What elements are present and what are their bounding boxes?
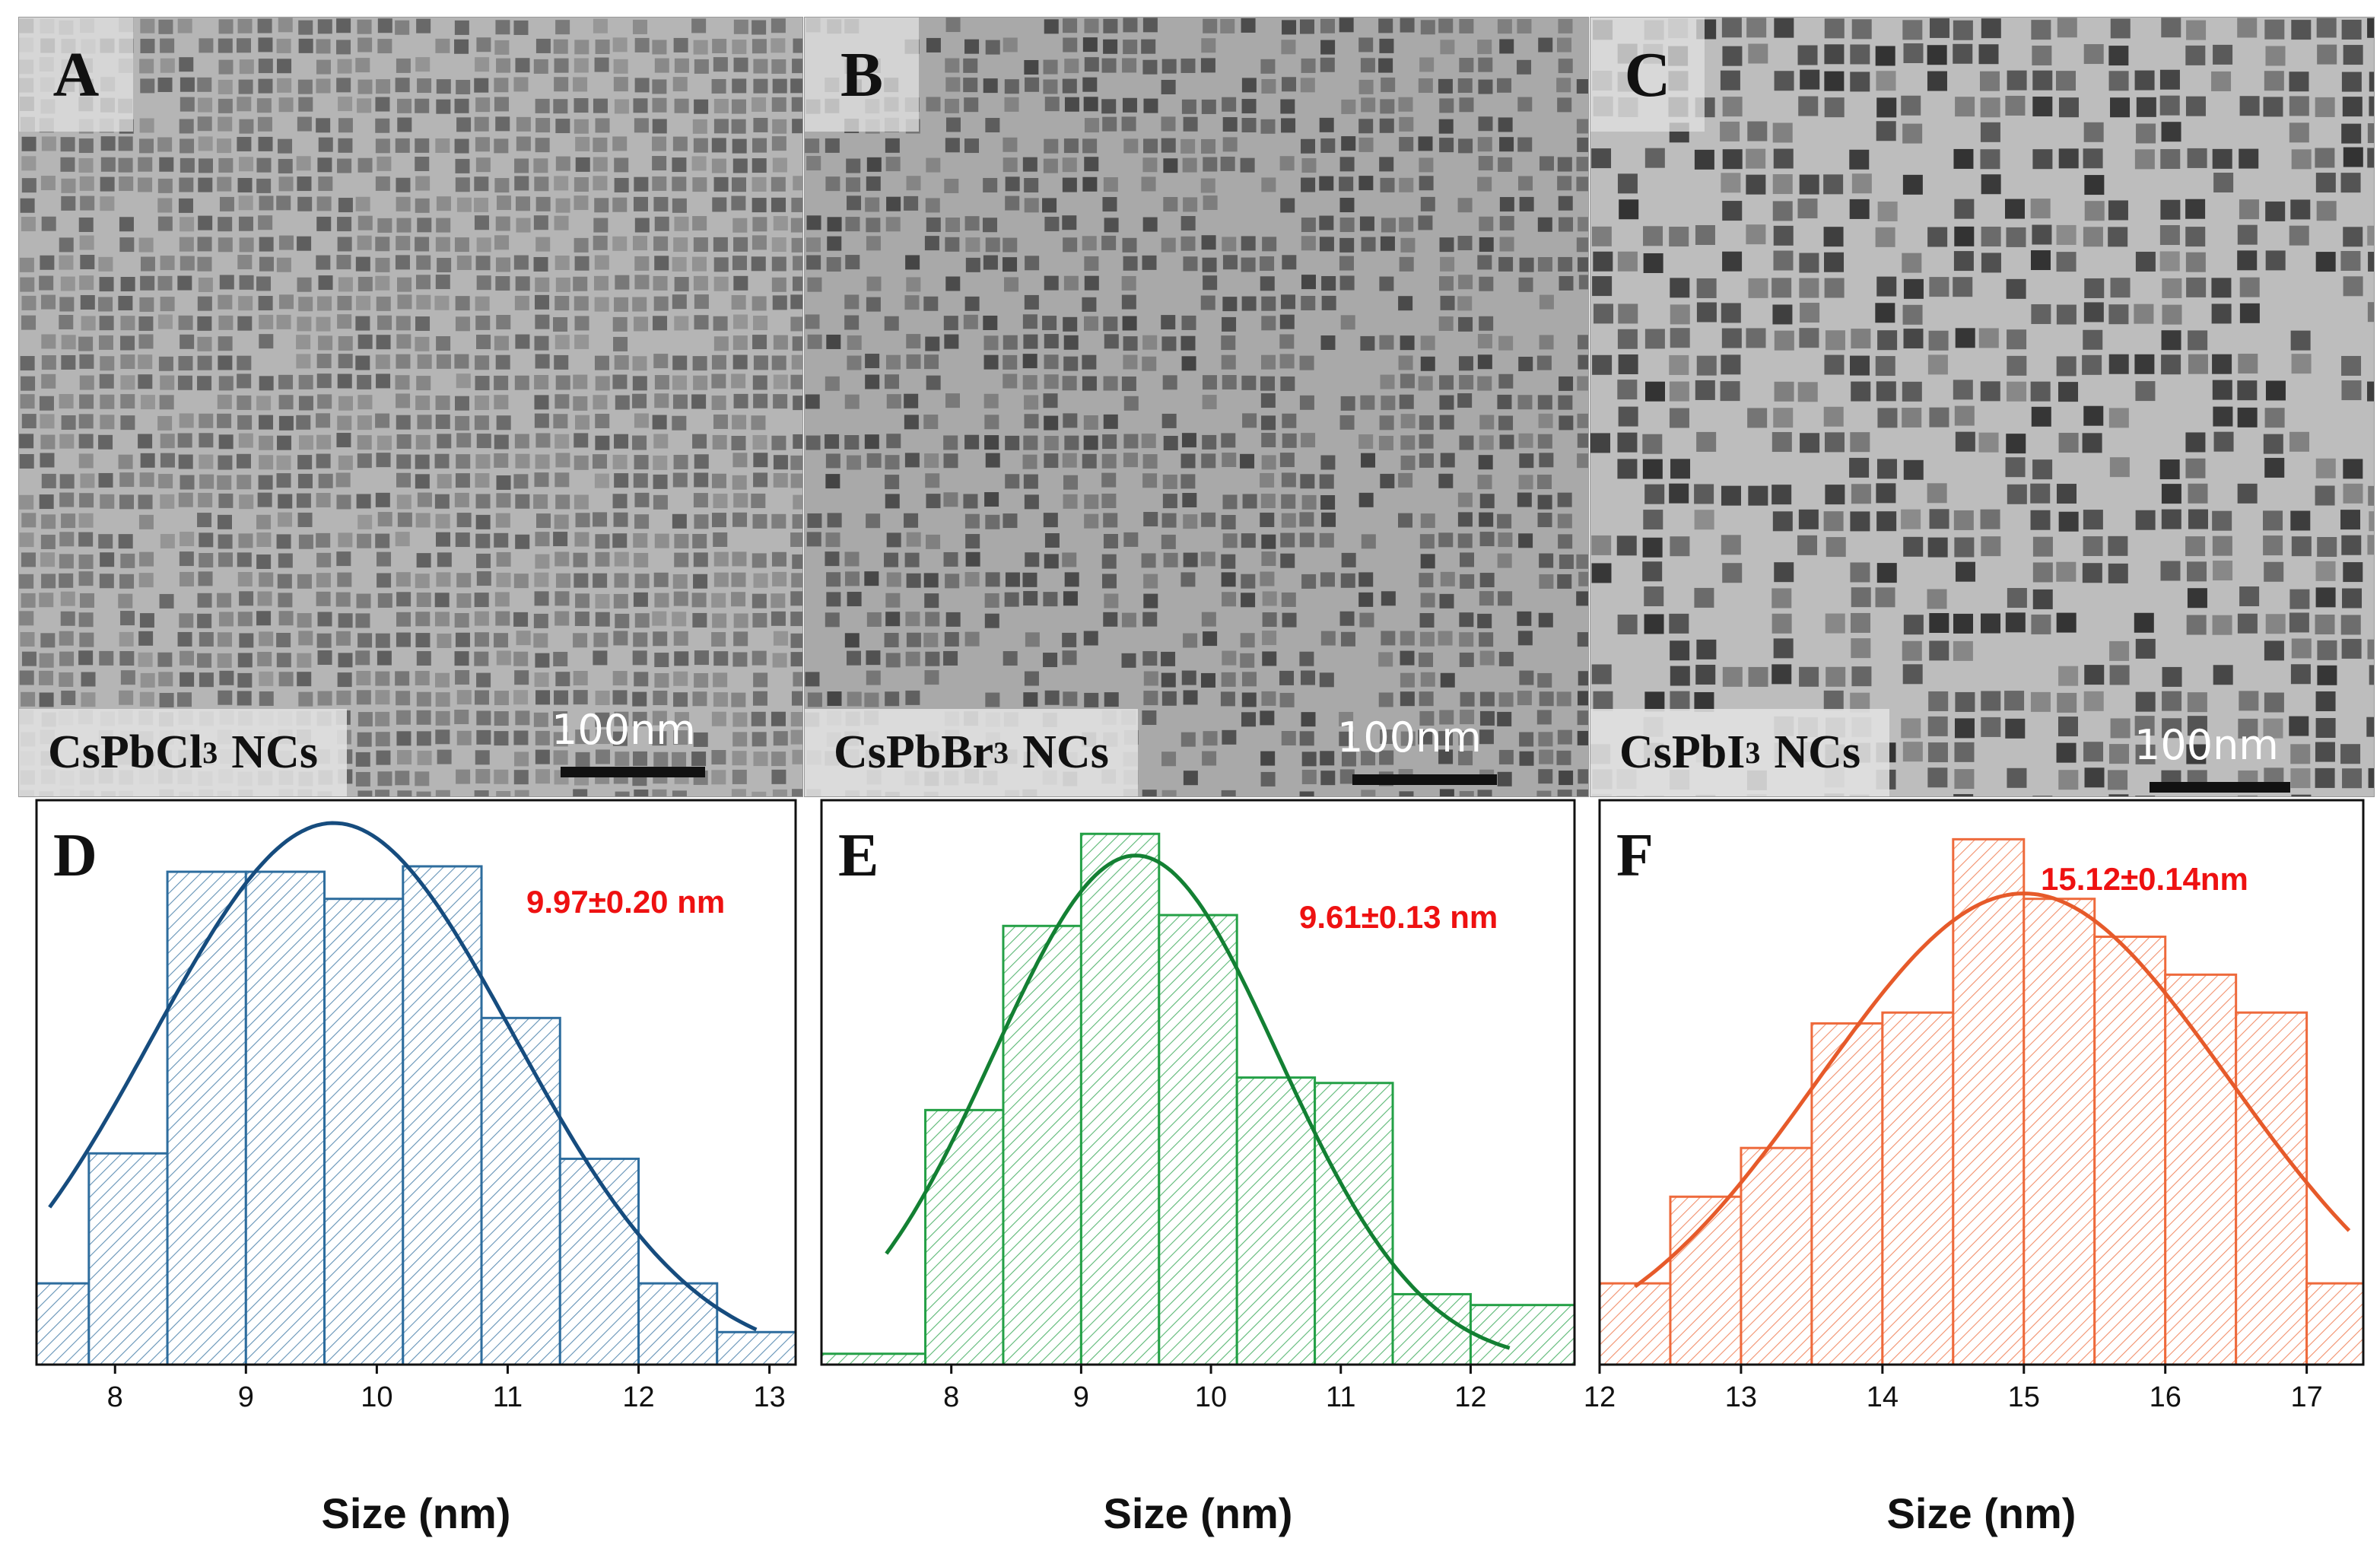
x-tick-label: 17 [2290,1381,2322,1413]
histogram-bar [2164,973,2238,1366]
histogram-bar [35,1282,91,1366]
subscript-a: 3 [202,736,218,770]
histogram-panel-e: 8 9 10 11 12 E 9.61±0.13 nm Size (nm) [820,799,1576,1553]
nanocrystal-texture [19,17,802,796]
x-tick-label: 15 [2008,1381,2040,1413]
histogram-bar [2305,1282,2365,1366]
x-tick-label: 11 [1326,1381,1355,1413]
suffix-a: NCs [231,726,318,778]
histogram-bar [166,870,247,1366]
tem-image-a [19,17,802,796]
nanocrystal-texture [1590,17,2374,796]
scale-bar-a [561,767,705,777]
x-axis-label-f: Size (nm) [1886,1489,2077,1537]
x-axis-label-e: Size (nm) [1103,1489,1293,1537]
tem-image-c [1590,17,2374,796]
x-tick-label: 12 [1454,1381,1486,1413]
histogram-bar [480,1016,561,1366]
scale-bar-b [1352,774,1497,785]
histogram-bar [87,1152,169,1366]
tem-image-b [805,17,1588,796]
tem-panel-a: A CsPbCl 3 NCs 100nm [18,17,803,797]
scale-label-c: 100nm [2134,721,2279,769]
formula-b: CsPbBr [834,726,994,778]
plot-border [1598,799,2365,1366]
formula-a: CsPbCl [48,726,203,778]
plot-border [820,799,1576,1366]
histogram-bar [1158,914,1238,1366]
x-tick-label: 9 [238,1381,254,1413]
histogram-panel-d: 8 9 10 11 12 13 D 9.97±0.20 nm Size (nm) [35,799,797,1553]
x-tick-label: 12 [622,1381,654,1413]
suffix-c: NCs [1774,726,1861,778]
suffix-b: NCs [1022,726,1109,778]
subscript-b: 3 [993,736,1009,770]
panel-label-b: B [805,17,919,132]
panel-label-f: F [1616,822,1654,889]
annotation-d: 9.97±0.20 nm [526,884,726,920]
panel-label-e: E [838,822,879,889]
scale-bar-c [2150,782,2290,793]
histogram-bar [2023,898,2096,1366]
histogram-bar [637,1282,719,1366]
caption-c: CsPbI 3 NCs [1590,709,1890,796]
histogram-bar [716,1330,797,1366]
x-tick-label: 14 [1867,1381,1899,1413]
histogram-bar [1740,1146,1813,1366]
x-tick-label: 10 [1195,1381,1227,1413]
histogram-bar [1079,832,1161,1366]
histogram-bar [558,1157,640,1366]
annotation-f: 15.12±0.14nm [2041,861,2248,897]
x-tick-label: 13 [1725,1381,1757,1413]
plot-border [35,799,797,1366]
x-tick-label: 12 [1584,1381,1616,1413]
x-axis-label-d: Size (nm) [321,1489,511,1537]
histogram-plot-f: 12 13 14 15 16 17 [1584,799,2365,1413]
gaussian-fit-curve [1634,891,2351,1289]
histogram-bar [2093,936,2167,1366]
histogram-bar [1952,837,2026,1366]
histogram-bar [2235,1011,2309,1366]
histogram-panel-f: 12 13 14 15 16 17 F 15.12±0.14nm Size (nm) [1584,799,2365,1553]
histogram-bar [1598,1282,1672,1366]
x-tick-label: 8 [943,1381,959,1413]
panel-label-a: A [19,17,133,132]
annotation-e: 9.61±0.13 nm [1299,899,1498,935]
histogram-bar [323,898,405,1366]
gaussian-fit-curve [885,853,1511,1350]
formula-c: CsPbI [1619,726,1746,778]
histogram-plot-d: 8 9 10 11 12 13 [35,799,797,1413]
x-tick-label: 10 [361,1381,392,1413]
panel-label-d: D [53,822,97,889]
x-tick-label: 8 [107,1381,123,1413]
x-tick-label: 9 [1073,1381,1089,1413]
histogram-plot-e: 8 9 10 11 12 [820,799,1576,1413]
caption-a: CsPbCl 3 NCs [19,709,347,796]
x-tick-label: 11 [493,1381,523,1413]
scale-label-a: 100nm [551,706,696,754]
histogram-bar [1881,1011,1955,1366]
histogram-bar [1469,1304,1576,1366]
tem-panel-b: B CsPbBr 3 NCs 100nm [804,17,1589,797]
histogram-bar [244,870,326,1366]
histogram-bar [1002,924,1082,1366]
scale-label-b: 100nm [1337,713,1482,761]
histogram-bar [924,1108,1005,1366]
tem-background [1590,17,2374,796]
histogram-bar [1235,1076,1317,1366]
histogram-bar [1314,1082,1394,1366]
panel-label-c: C [1590,17,1705,132]
subscript-c: 3 [1745,736,1761,770]
nanocrystal-texture [805,17,1588,796]
gaussian-fit-curve [48,821,758,1332]
caption-b: CsPbBr 3 NCs [805,709,1138,796]
tem-panel-c: C CsPbI 3 NCs 100nm [1590,17,2375,797]
x-tick-label: 13 [753,1381,785,1413]
x-tick-label: 16 [2150,1381,2181,1413]
histogram-bar [820,1352,927,1366]
histogram-bar [402,865,483,1366]
